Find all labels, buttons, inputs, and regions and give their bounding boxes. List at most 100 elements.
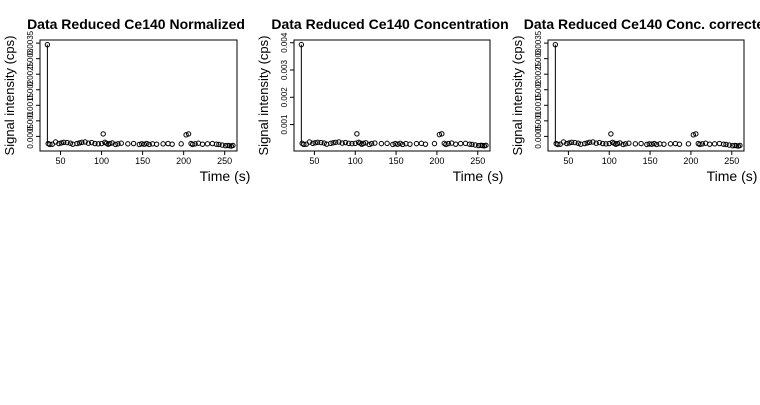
data-point <box>98 140 105 147</box>
data-point <box>112 141 119 148</box>
data-point <box>676 141 683 147</box>
y-tick-label: 0.001 <box>26 110 35 131</box>
y-tick-label: 0.0005 <box>26 124 35 149</box>
data-point <box>64 139 70 146</box>
data-point <box>622 141 629 147</box>
data-point <box>690 132 697 138</box>
y-tick-label: 0.002 <box>534 79 543 100</box>
x-axis-label: Time (s) <box>200 168 251 184</box>
data-point <box>457 140 464 147</box>
data-point <box>47 141 53 148</box>
chart-panel-2: Data Reduced Ce140 Concentration 50 100 150… <box>256 16 509 184</box>
data-point <box>378 140 385 147</box>
data-point <box>306 139 313 145</box>
data-point <box>332 139 339 145</box>
data-point <box>395 141 401 147</box>
data-point <box>586 139 593 145</box>
data-point <box>572 139 578 146</box>
chart-title: Data Reduced Ce140 Normalized <box>27 16 245 32</box>
data-point <box>139 141 145 147</box>
data-point <box>44 41 51 48</box>
data-point <box>192 141 198 147</box>
data-point <box>67 140 74 146</box>
y-tick-label: 0.0035 <box>534 30 543 55</box>
data-point <box>422 141 429 147</box>
data-point <box>368 140 375 147</box>
data-point <box>136 141 143 148</box>
chart-panel-1: Data Reduced Ce140 Normalized 50 100 150 200… <box>2 16 250 184</box>
data-point <box>146 141 152 148</box>
data-point <box>469 141 475 148</box>
data-point <box>349 140 355 147</box>
data-point <box>653 141 660 148</box>
data-point <box>130 140 137 147</box>
plot-frame <box>39 39 238 152</box>
data-point <box>85 140 92 146</box>
x-tick-label: 100 <box>602 156 617 166</box>
data-point <box>301 141 307 148</box>
data-point <box>213 141 220 147</box>
y-tick-label: 0.0015 <box>26 93 35 118</box>
data-point <box>189 141 196 148</box>
x-tick-label: 150 <box>643 156 658 166</box>
y-tick-label: 0.0025 <box>534 61 543 86</box>
data-point <box>723 141 729 148</box>
data-point <box>568 139 575 145</box>
data-point <box>230 142 236 149</box>
y-tick-label: 0.0025 <box>26 61 35 86</box>
data-point <box>92 140 98 147</box>
data-point <box>310 140 316 147</box>
data-point <box>366 141 372 148</box>
y-tick-label: 0.004 <box>280 32 289 53</box>
x-tick-label: 200 <box>683 156 698 166</box>
x-tick-label: 50 <box>309 156 319 166</box>
data-point <box>661 141 667 147</box>
data-point <box>115 141 121 147</box>
data-point <box>336 139 342 145</box>
data-point <box>183 132 189 138</box>
plot-frame <box>547 39 745 152</box>
y-tick-label: 0.003 <box>534 48 543 69</box>
data-point <box>555 141 561 148</box>
data-point <box>413 140 420 147</box>
data-point <box>564 140 570 147</box>
data-point <box>453 141 459 147</box>
y-tick-label: 0.001 <box>534 110 543 131</box>
y-tick-label: 0.0035 <box>26 30 35 55</box>
data-point <box>582 140 588 147</box>
x-tick-label: 100 <box>348 156 363 166</box>
data-point <box>79 139 85 145</box>
data-point <box>707 141 713 147</box>
data-point <box>216 141 222 148</box>
y-tick-label: 0.003 <box>280 59 289 80</box>
x-tick-label: 150 <box>389 156 404 166</box>
data-point <box>699 141 706 147</box>
data-point <box>606 140 612 147</box>
data-point <box>354 131 360 137</box>
data-point <box>638 140 644 147</box>
x-tick-label: 250 <box>724 156 739 166</box>
data-point <box>608 131 614 137</box>
data-point <box>685 141 692 147</box>
data-point <box>219 142 225 148</box>
data-point <box>204 141 211 147</box>
data-point <box>590 139 596 145</box>
data-point <box>646 141 652 147</box>
data-point <box>644 141 650 148</box>
y-tick-label: 0.002 <box>26 79 35 100</box>
data-point <box>667 141 674 147</box>
data-point <box>82 139 88 145</box>
data-point <box>169 141 175 147</box>
data-point <box>392 140 398 147</box>
data-point <box>125 141 131 147</box>
data-point <box>399 141 406 148</box>
y-tick-label: 0.0015 <box>534 93 543 118</box>
data-point <box>711 141 718 147</box>
data-point <box>439 131 445 137</box>
data-point <box>632 141 639 147</box>
x-tick-label: 50 <box>563 156 573 166</box>
data-point <box>100 131 106 137</box>
data-point <box>95 141 101 147</box>
